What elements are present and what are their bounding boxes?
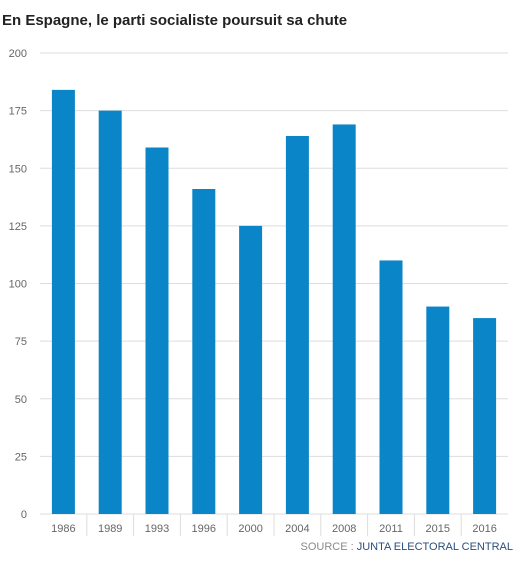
source-link[interactable]: JUNTA ELECTORAL CENTRAL [356,541,513,553]
y-axis-ticks: 0 25 50 75 100 125 150 175 200 [9,48,27,521]
bar [285,135,309,515]
x-tick-label: 1986 [51,523,75,535]
bar [192,188,216,514]
y-tick-label: 50 [15,394,27,406]
x-tick-label: 2011 [379,523,403,535]
bar [51,89,75,514]
x-tick-label: 1989 [98,523,122,535]
x-tick-label: 1993 [145,523,169,535]
bar [332,124,356,514]
source-label: SOURCE : [300,541,357,553]
y-tick-label: 0 [21,509,27,521]
bar [98,110,122,514]
source-note: SOURCE : JUNTA ELECTORAL CENTRAL [300,541,513,553]
bar [426,306,450,514]
bar [145,147,169,514]
x-tick-label: 2008 [332,523,356,535]
y-tick-label: 125 [9,221,27,233]
x-tick-label: 2004 [285,523,309,535]
x-tick-label: 2015 [426,523,450,535]
y-tick-label: 100 [9,279,27,291]
chart-title: En Espagne, le parti socialiste poursuit… [2,12,348,29]
x-tick-label: 2016 [472,523,496,535]
bar [379,260,403,514]
bar [473,318,497,514]
x-tick-label: 1996 [192,523,216,535]
y-tick-label: 25 [15,451,27,463]
y-tick-label: 200 [9,48,27,60]
bar [239,225,263,514]
y-tick-label: 75 [15,336,27,348]
y-tick-label: 150 [9,163,27,175]
x-tick-label: 2000 [238,523,262,535]
x-axis-ticks: 1986 1989 1993 1996 2000 2004 2008 2011 2015 2016 [51,514,497,536]
bars [51,89,497,515]
y-tick-label: 175 [9,106,27,118]
